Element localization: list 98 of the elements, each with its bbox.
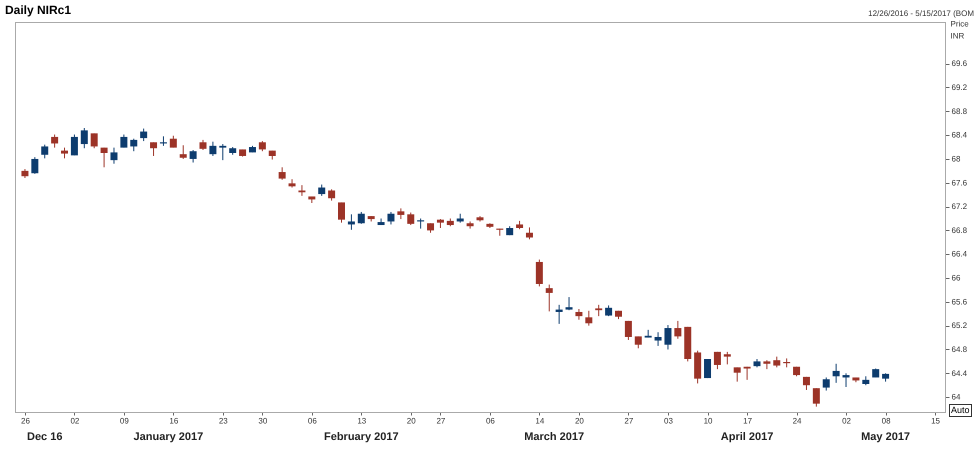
candlestick: [654, 332, 662, 346]
candlestick: [258, 140, 266, 152]
candlestick: [624, 320, 632, 340]
x-tick-label: 02: [842, 416, 852, 426]
y-tick-label: 66.8: [952, 226, 968, 235]
chart-subtitle: 12/26/2016 - 5/15/2017 (BOM: [868, 9, 974, 18]
x-tick-label: 16: [169, 416, 179, 426]
auto-button: Auto: [949, 404, 972, 417]
text: March 2017: [524, 431, 584, 443]
candlestick: [664, 324, 672, 350]
candlestick: [546, 284, 553, 312]
x-tick-label: 06: [486, 416, 496, 426]
candlestick: [298, 184, 306, 196]
y-tick-label: 68: [952, 154, 961, 164]
candlestick: [140, 128, 148, 142]
y-tick-label: 66.4: [952, 250, 968, 259]
candlestick: [407, 212, 414, 226]
candlestick: [318, 184, 326, 196]
candlestick: [80, 127, 88, 149]
y-tick-label: 65.6: [952, 297, 968, 306]
text: Dec 16: [26, 431, 62, 443]
y-tick-label: 69.2: [952, 82, 968, 92]
candlestick: [130, 138, 138, 152]
candlestick: [556, 304, 563, 324]
x-tick-label: 03: [664, 416, 674, 426]
candlestick: [832, 363, 840, 384]
candlestick: [526, 226, 533, 240]
x-tick-label: 14: [535, 416, 545, 426]
candlestick: [180, 144, 187, 160]
x-tick-label: 23: [218, 416, 228, 426]
x-tick-label: 30: [258, 416, 268, 426]
x-tick-label: 06: [308, 416, 318, 426]
x-tick-label: 15: [931, 416, 941, 426]
candlestick: [41, 144, 48, 159]
y-tick-label: 65.2: [952, 321, 968, 330]
candlestick: [812, 388, 820, 408]
candlestick: [585, 310, 592, 326]
y-tick-label: 64.8: [952, 344, 968, 354]
candlestick: [100, 147, 108, 168]
candlestick: [822, 376, 830, 392]
candlestick: [773, 356, 780, 368]
x-tick-label: 17: [743, 416, 753, 426]
candlestick: [714, 351, 721, 370]
x-tick-label: 09: [120, 416, 130, 426]
candlestick: [150, 142, 158, 156]
x-tick-label: 27: [624, 416, 634, 426]
y-tick-label: 69.6: [952, 59, 968, 68]
candlestick: [120, 134, 128, 148]
candlestick: [536, 259, 543, 287]
x-tick-label: 02: [70, 416, 80, 426]
candlestick: [51, 134, 58, 148]
candlestick: [605, 304, 612, 317]
candlestick: [704, 358, 712, 379]
candlestick: [397, 208, 404, 220]
candlestick: [575, 308, 582, 320]
candlestick: [328, 188, 336, 202]
x-tick-label: 27: [436, 416, 446, 426]
y-tick-label: 64.4: [952, 368, 968, 378]
candlestick: [209, 141, 216, 156]
y-axis-title: Price INR: [950, 20, 970, 40]
candlestick: [358, 211, 365, 224]
candlestick: [734, 366, 741, 382]
candlestick: [61, 147, 68, 159]
text: May 2017: [861, 431, 910, 443]
y-tick-label: 64: [952, 392, 961, 402]
candlestick: [724, 351, 731, 365]
candlestick: [793, 366, 800, 377]
candlestick: [110, 147, 118, 164]
text: January 2017: [134, 431, 204, 443]
x-tick-label: 20: [406, 416, 416, 426]
candlestick: [278, 166, 286, 180]
text: February 2017: [324, 431, 399, 443]
candlestick: [190, 150, 197, 164]
candlestick: [744, 366, 751, 380]
candlestick: [338, 202, 346, 224]
x-tick-label: 20: [574, 416, 584, 426]
candlestick: [31, 156, 38, 174]
candlestick: [842, 372, 850, 388]
y-tick-label: 66: [952, 274, 961, 283]
candlestick: [387, 211, 394, 225]
candlestick: [90, 132, 98, 149]
chart-title: Daily NIRc1: [5, 3, 72, 17]
candlestick: [566, 296, 573, 311]
candlestick: [674, 320, 682, 340]
text: April 2017: [720, 431, 774, 443]
y-tick-label: 68.8: [952, 106, 968, 116]
candlestick: [200, 139, 207, 151]
candlestick: [802, 376, 810, 390]
x-tick-label: 13: [357, 416, 367, 426]
candlestick: [348, 214, 355, 230]
x-tick-label: 26: [20, 416, 30, 426]
x-tick-label: 24: [792, 416, 802, 426]
y-tick-label: 67.6: [952, 178, 968, 188]
y-tick-label: 67.2: [952, 202, 968, 212]
candlestick: [70, 134, 78, 156]
x-tick-label: 10: [704, 416, 714, 426]
x-tick-label: 08: [882, 416, 892, 426]
y-tick-label: 68.4: [952, 130, 968, 140]
